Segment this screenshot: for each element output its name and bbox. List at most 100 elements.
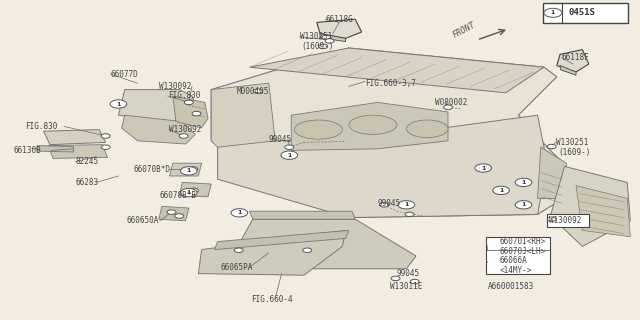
Text: 66070J<LH>: 66070J<LH> <box>499 247 545 256</box>
Text: 99045: 99045 <box>397 269 420 278</box>
Polygon shape <box>44 130 106 145</box>
Text: 1: 1 <box>551 10 555 15</box>
Text: 66077D: 66077D <box>111 70 138 79</box>
Circle shape <box>303 248 312 252</box>
Text: 66066A: 66066A <box>499 256 527 265</box>
Polygon shape <box>547 214 589 227</box>
Polygon shape <box>538 147 566 198</box>
Text: (1609-): (1609-) <box>558 148 591 156</box>
Polygon shape <box>250 48 544 93</box>
Text: 1: 1 <box>404 202 408 207</box>
Circle shape <box>398 201 415 209</box>
Text: 66118G: 66118G <box>325 15 353 24</box>
Polygon shape <box>211 48 563 218</box>
Polygon shape <box>179 182 211 197</box>
Circle shape <box>231 209 248 217</box>
Text: 1: 1 <box>481 165 485 171</box>
Text: FIG.660-3,7: FIG.660-3,7 <box>365 79 415 88</box>
FancyBboxPatch shape <box>543 3 628 23</box>
Text: 1: 1 <box>187 190 191 195</box>
Polygon shape <box>170 163 202 176</box>
Circle shape <box>192 111 201 116</box>
Text: 99045: 99045 <box>378 199 401 208</box>
Polygon shape <box>118 90 198 122</box>
Text: FIG.660-4: FIG.660-4 <box>252 295 293 304</box>
Circle shape <box>319 44 328 49</box>
Ellipse shape <box>294 120 342 139</box>
Text: 660650A: 660650A <box>127 216 159 225</box>
Text: W130092: W130092 <box>549 216 582 225</box>
Circle shape <box>405 212 414 217</box>
Text: W130092: W130092 <box>169 125 202 134</box>
Circle shape <box>189 188 198 193</box>
Circle shape <box>175 214 184 218</box>
Polygon shape <box>211 83 275 147</box>
Polygon shape <box>317 19 362 38</box>
Circle shape <box>101 134 110 138</box>
Circle shape <box>179 134 188 138</box>
Circle shape <box>547 144 556 149</box>
Polygon shape <box>557 50 589 72</box>
Text: 1: 1 <box>522 180 525 185</box>
Text: (1609-): (1609-) <box>301 42 334 51</box>
Circle shape <box>167 210 176 214</box>
Text: 66130B: 66130B <box>13 146 41 155</box>
Text: 1: 1 <box>237 210 241 215</box>
Polygon shape <box>218 115 547 218</box>
Text: M000405: M000405 <box>237 87 269 96</box>
Text: 66065PA: 66065PA <box>221 263 253 272</box>
Polygon shape <box>250 211 355 219</box>
Circle shape <box>184 100 193 105</box>
Text: 1: 1 <box>287 153 291 158</box>
Text: 66070I<RH>: 66070I<RH> <box>499 237 545 246</box>
Circle shape <box>391 276 400 281</box>
Text: W080002: W080002 <box>435 98 468 107</box>
Circle shape <box>234 248 243 252</box>
Circle shape <box>493 186 509 195</box>
Circle shape <box>444 105 452 109</box>
Polygon shape <box>550 166 630 246</box>
Text: 1: 1 <box>187 168 191 173</box>
Text: 66283: 66283 <box>76 178 99 187</box>
Polygon shape <box>576 186 630 237</box>
Text: 66070B*D: 66070B*D <box>133 165 170 174</box>
Text: 66070B*B: 66070B*B <box>160 191 197 200</box>
Circle shape <box>180 188 197 197</box>
Text: FRONT: FRONT <box>452 20 477 40</box>
Polygon shape <box>291 102 448 150</box>
Circle shape <box>189 167 198 171</box>
Circle shape <box>110 100 127 108</box>
Circle shape <box>101 145 110 149</box>
Circle shape <box>281 151 298 159</box>
Text: 66118F: 66118F <box>562 53 589 62</box>
Polygon shape <box>198 230 346 275</box>
Ellipse shape <box>406 120 448 138</box>
Circle shape <box>380 203 388 207</box>
Text: 1: 1 <box>522 202 525 207</box>
Circle shape <box>547 217 556 221</box>
Text: 82245: 82245 <box>76 157 99 166</box>
Text: W130251: W130251 <box>300 32 332 41</box>
Polygon shape <box>214 230 349 250</box>
Circle shape <box>475 164 492 172</box>
Polygon shape <box>320 34 346 42</box>
Circle shape <box>325 39 334 43</box>
Circle shape <box>515 201 532 209</box>
Polygon shape <box>486 237 550 274</box>
Text: 0451S: 0451S <box>568 8 595 17</box>
Polygon shape <box>48 145 108 158</box>
Text: 1: 1 <box>499 188 503 193</box>
Polygon shape <box>173 96 208 128</box>
Text: W130092: W130092 <box>159 82 191 91</box>
Text: FIG.830: FIG.830 <box>26 122 58 131</box>
Circle shape <box>322 35 331 40</box>
Polygon shape <box>37 146 74 152</box>
Text: W13011E: W13011E <box>390 282 423 291</box>
Polygon shape <box>122 115 195 144</box>
Circle shape <box>515 178 532 187</box>
Text: <14MY->: <14MY-> <box>499 266 532 275</box>
Circle shape <box>253 89 262 93</box>
Circle shape <box>285 145 294 149</box>
Ellipse shape <box>349 115 397 134</box>
Circle shape <box>544 8 562 17</box>
